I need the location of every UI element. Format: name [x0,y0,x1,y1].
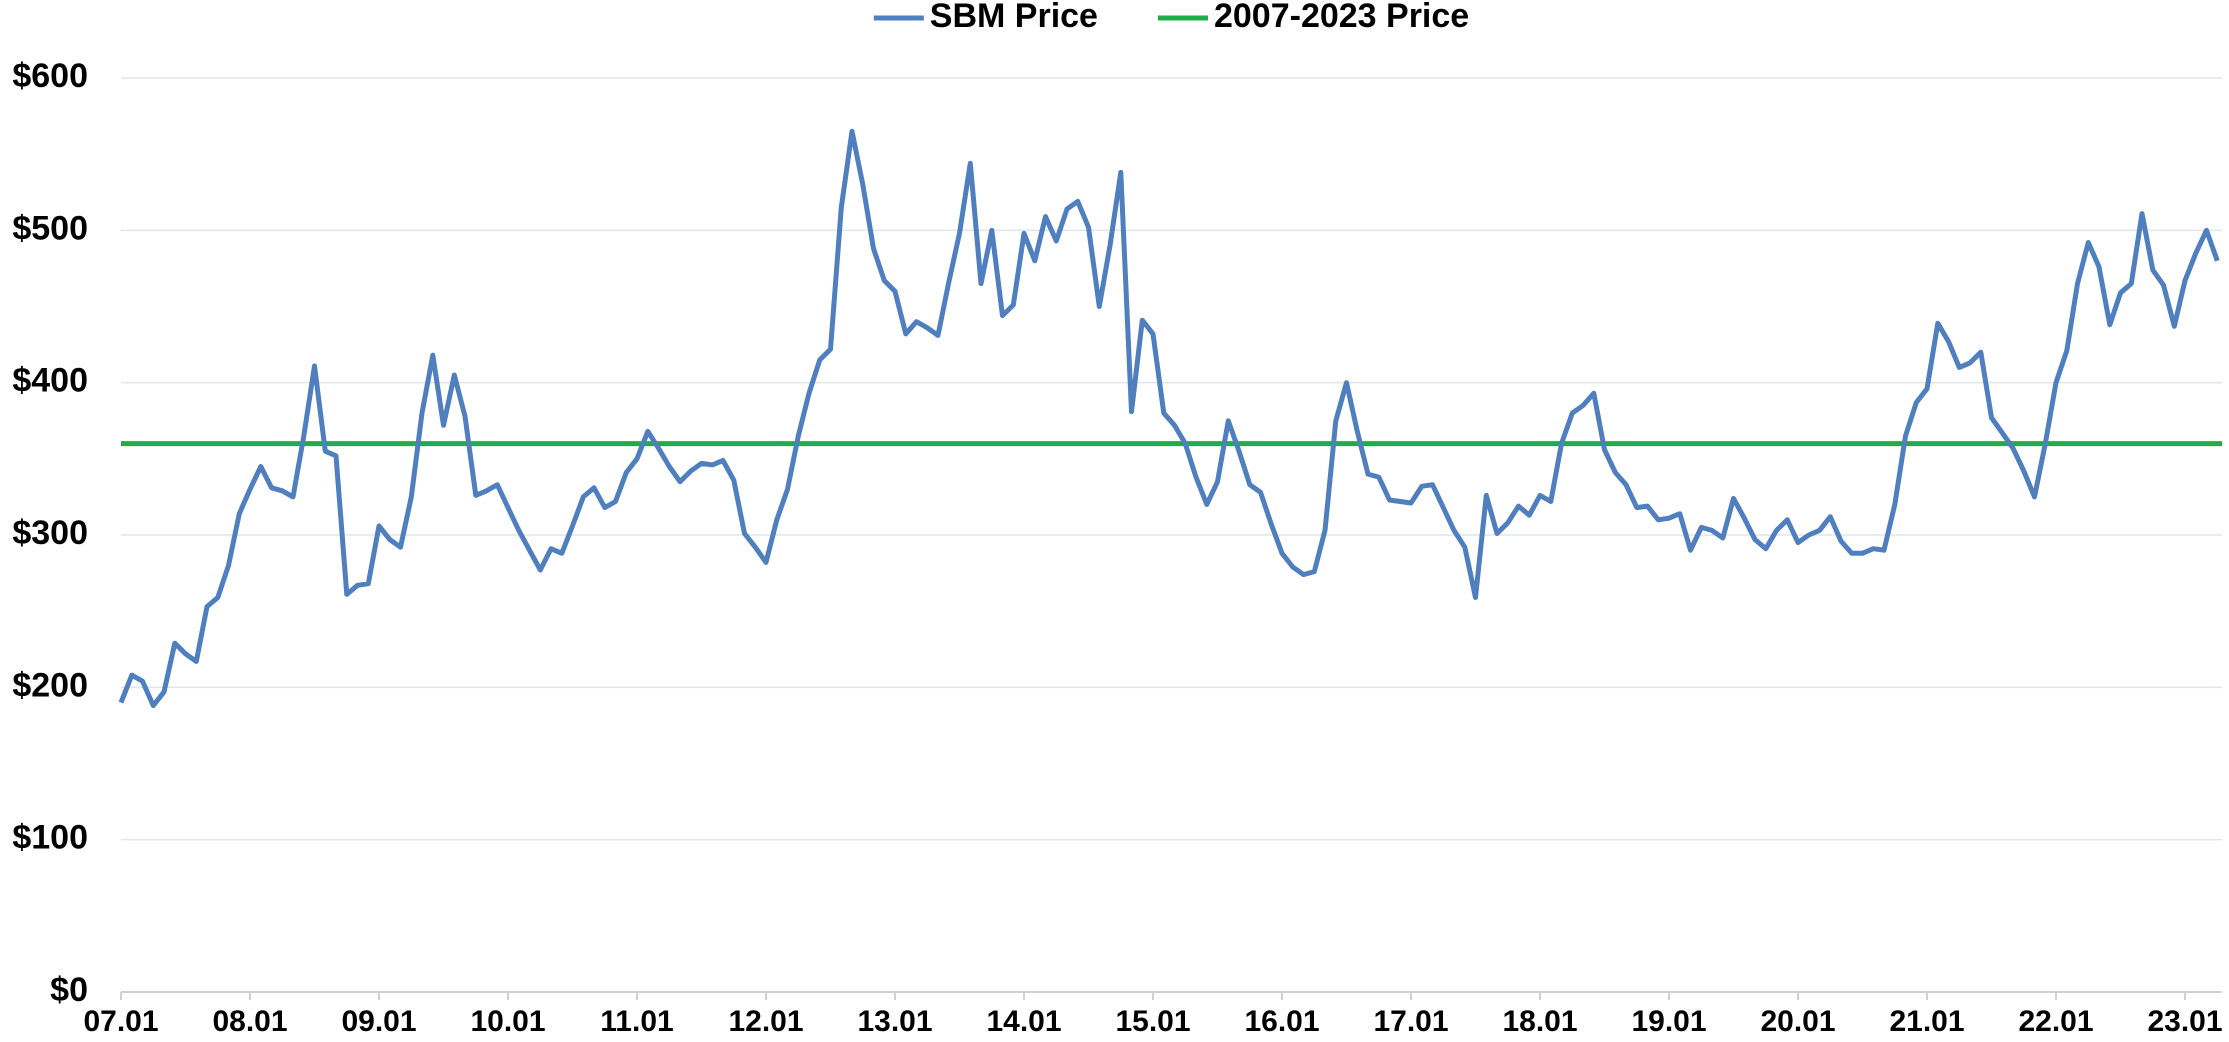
x-tick-label: 09.01 [341,1005,416,1038]
x-tick-label: 22.01 [2018,1005,2093,1038]
x-tick-label: 07.01 [83,1005,158,1038]
legend: SBM Price 2007-2023 Price [873,0,1469,35]
y-tick-label: $400 [12,362,88,400]
x-tick-label: 20.01 [1760,1005,1835,1038]
y-tick-label: $500 [12,209,88,247]
x-tick-label: 23.01 [2147,1005,2222,1038]
legend-label: SBM Price [930,0,1098,35]
x-tick-label: 19.01 [1631,1005,1706,1038]
x-tick-label: 10.01 [470,1005,545,1038]
x-tick-label: 21.01 [1889,1005,1964,1038]
x-tick-label: 13.01 [857,1005,932,1038]
x-tick-label: 18.01 [1502,1005,1577,1038]
legend-label: 2007-2023 Price [1214,0,1469,35]
y-tick-label: $0 [50,971,88,1009]
y-tick-label: $600 [12,57,88,95]
y-tick-label: $200 [12,666,88,704]
y-tick-label: $300 [12,514,88,552]
y-tick-label: $100 [12,819,88,857]
price-line [118,128,2220,709]
x-tick-label: 14.01 [986,1005,1061,1038]
x-tick-label: 12.01 [728,1005,803,1038]
x-tick-label: 11.01 [600,1005,673,1038]
x-tick-label: 17.01 [1373,1005,1448,1038]
x-tick-label: 08.01 [212,1005,287,1038]
x-tick-label: 15.01 [1115,1005,1190,1038]
x-tick-label: 16.01 [1244,1005,1319,1038]
